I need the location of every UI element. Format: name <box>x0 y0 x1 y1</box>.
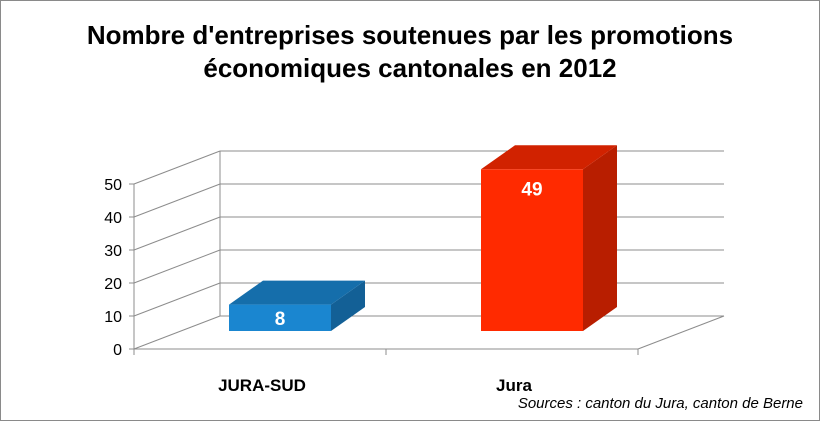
y-tick-label: 20 <box>104 276 122 293</box>
gridline-side <box>133 282 221 317</box>
y-tick-label: 30 <box>104 243 122 260</box>
y-tick-label: 50 <box>104 177 122 194</box>
gridline-side <box>133 183 221 218</box>
y-tick-label: 0 <box>113 342 122 359</box>
gridline-side <box>133 249 221 284</box>
x-tick-label: JURA-SUD <box>218 376 306 395</box>
gridline-side <box>133 315 221 350</box>
y-tick-label: 10 <box>104 309 122 326</box>
gridline-side <box>133 150 221 185</box>
chart-axes <box>129 183 639 355</box>
bar-side <box>331 280 365 331</box>
x-tick-label: Jura <box>496 376 532 395</box>
bar-jura-sud <box>229 280 365 331</box>
chart-bars <box>229 145 617 331</box>
chart-title-line2: économiques cantonales en 2012 <box>203 53 617 83</box>
chart-title-line1: Nombre d'entreprises soutenues par les p… <box>86 20 734 50</box>
bar-top <box>481 145 617 170</box>
chart-labels: 0 10 20 30 40 50 8 JURA-SUD 49 Jura <box>104 177 542 395</box>
bar-side <box>583 145 617 331</box>
gridline-side <box>133 216 221 251</box>
source-note: Sources : canton du Jura, canton de Bern… <box>517 395 803 412</box>
bar-front <box>481 169 583 331</box>
bar-front <box>229 304 331 331</box>
bar-top <box>229 280 365 305</box>
floor-right-edge <box>637 315 725 350</box>
data-label: 49 <box>521 179 542 200</box>
chart-grid <box>133 150 725 350</box>
y-tick-label: 40 <box>104 210 122 227</box>
chart-title: Nombre d'entreprises soutenues par les p… <box>41 19 779 85</box>
bar-jura <box>481 145 617 331</box>
data-label: 8 <box>275 309 286 330</box>
